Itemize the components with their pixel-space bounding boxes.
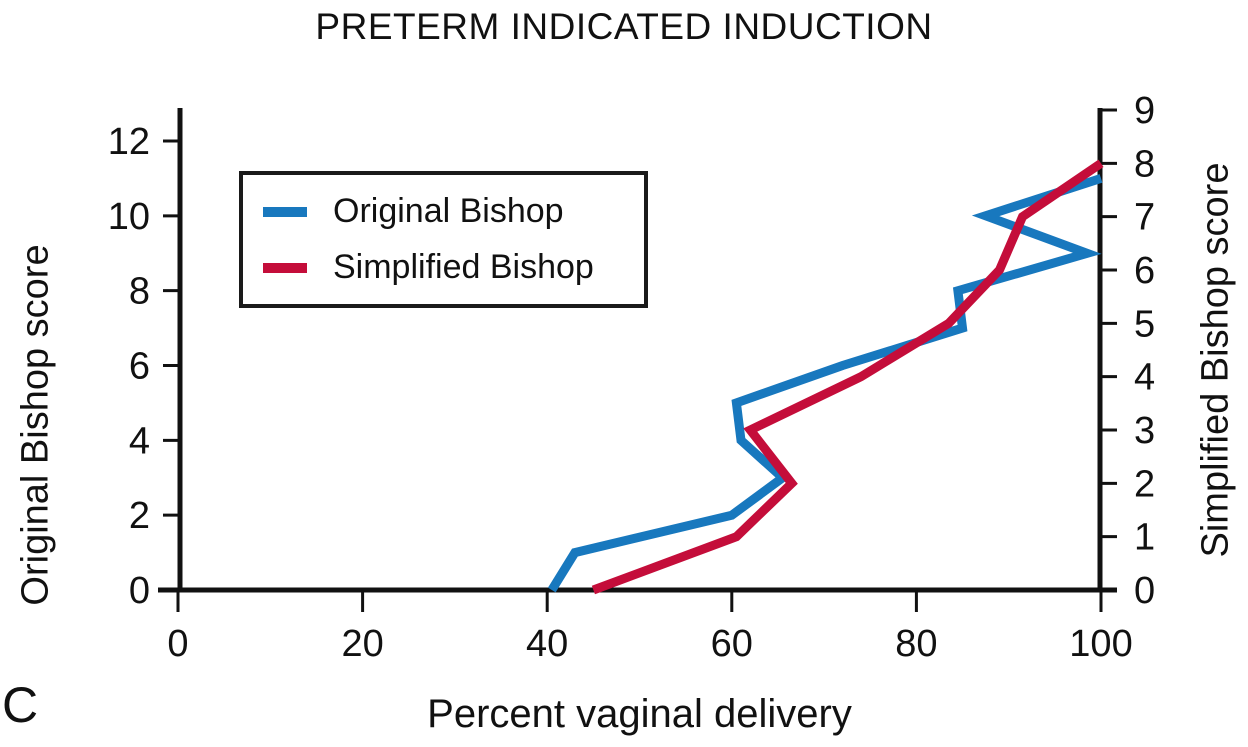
legend-label-original-bishop: Original Bishop [333,192,564,230]
x-tick-label: 80 [895,623,937,665]
right-y-tick-label: 1 [1134,517,1155,559]
legend-label-simplified-bishop: Simplified Bishop [333,248,594,286]
legend-box: Original Bishop Simplified Bishop [239,171,648,308]
left-y-tick-label: 6 [129,346,150,388]
left-y-tick-label: 8 [129,271,150,313]
legend-entry-original-bishop: Original Bishop [263,192,644,231]
right-y-tick-label: 3 [1134,410,1155,452]
x-tick-label: 20 [341,623,383,665]
x-tick-label: 100 [1069,623,1132,665]
right-y-tick-label: 6 [1134,250,1155,292]
right-y-tick-label: 0 [1134,570,1155,612]
chart-title: PRETERM INDICATED INDUCTION [315,6,933,47]
panel-letter-label: C [2,677,39,733]
simplified-bishop-line-swatch [263,262,307,273]
right-y-tick-label: 4 [1134,357,1155,399]
right-y-tick-label: 2 [1134,463,1155,505]
original-bishop-line-swatch [263,206,307,217]
left-y-tick-label: 0 [129,570,150,612]
left-y-tick-label: 12 [108,121,150,163]
right-y-tick-label: 5 [1134,303,1155,345]
right-y-axis-title: Simplified Bishop score [1194,162,1237,558]
left-y-tick-label: 4 [129,420,150,462]
left-y-axis-title: Original Bishop score [14,244,57,606]
x-tick-label: 40 [526,623,568,665]
right-y-tick-label: 9 [1134,90,1155,132]
right-y-tick-label: 7 [1134,197,1155,239]
series-line-simplified-bishop [591,159,1104,595]
x-axis-title: Percent vaginal delivery [427,692,852,736]
x-tick-label: 60 [711,623,753,665]
legend-entry-simplified-bishop: Simplified Bishop [263,248,644,287]
left-y-tick-label: 10 [108,196,150,238]
right-y-tick-label: 8 [1134,143,1155,185]
x-tick-label: 0 [167,623,188,665]
left-y-tick-label: 2 [129,495,150,537]
series-line-original-bishop [547,174,1103,593]
